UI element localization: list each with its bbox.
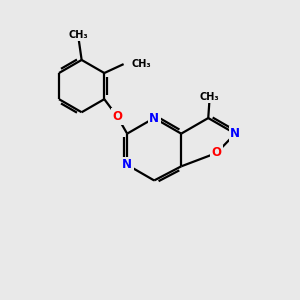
Text: CH₃: CH₃	[131, 59, 151, 69]
Text: CH₃: CH₃	[69, 30, 88, 40]
Text: O: O	[112, 110, 122, 123]
Text: N: N	[230, 127, 240, 140]
Text: N: N	[149, 112, 159, 124]
Text: N: N	[122, 158, 132, 171]
Text: O: O	[212, 146, 222, 160]
Text: CH₃: CH₃	[200, 92, 220, 102]
